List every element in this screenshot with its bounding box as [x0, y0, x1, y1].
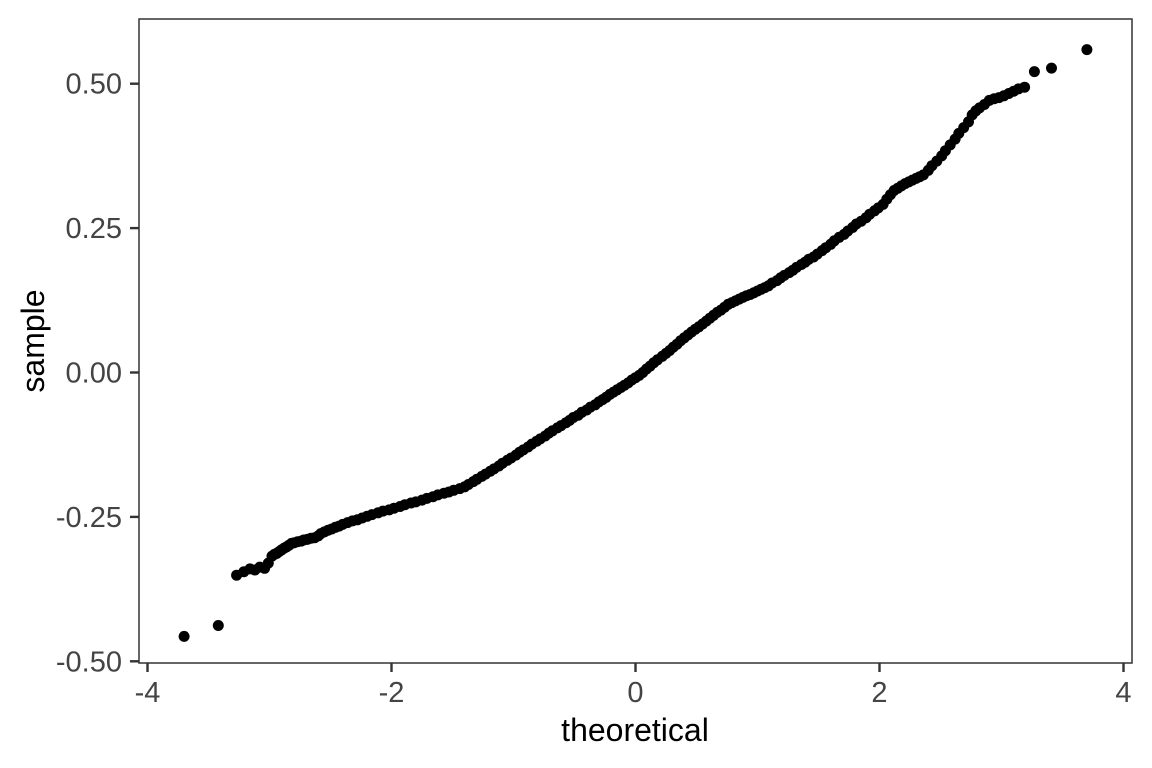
data-point — [1046, 62, 1057, 74]
scatter-points-layer — [178, 44, 1093, 642]
y-axis-tick-label: 0.50 — [66, 69, 122, 101]
x-axis-tick-label: -4 — [135, 677, 161, 709]
y-axis-tick-label: -0.25 — [56, 502, 122, 534]
x-axis-tick-label: 2 — [871, 677, 887, 709]
y-axis-tick-label: 0.00 — [66, 358, 122, 390]
x-axis: -4 -2 0 2 4 — [135, 663, 1132, 709]
data-point — [1019, 81, 1031, 93]
y-axis-tick-label: 0.25 — [66, 213, 122, 245]
x-axis-title: theoretical — [561, 712, 709, 748]
y-axis: -0.50 -0.25 0.00 0.25 0.50 — [56, 69, 139, 678]
data-point — [1081, 44, 1093, 56]
plot-panel-border — [138, 18, 1133, 664]
data-point — [1028, 66, 1040, 78]
x-axis-tick-label: 0 — [627, 677, 643, 709]
x-axis-tick-label: 4 — [1115, 677, 1131, 709]
y-axis-title: sample — [15, 289, 51, 392]
x-axis-tick-label: -2 — [379, 677, 405, 709]
data-point — [178, 630, 190, 642]
data-point — [212, 620, 224, 631]
y-axis-tick-label: -0.50 — [56, 646, 122, 678]
